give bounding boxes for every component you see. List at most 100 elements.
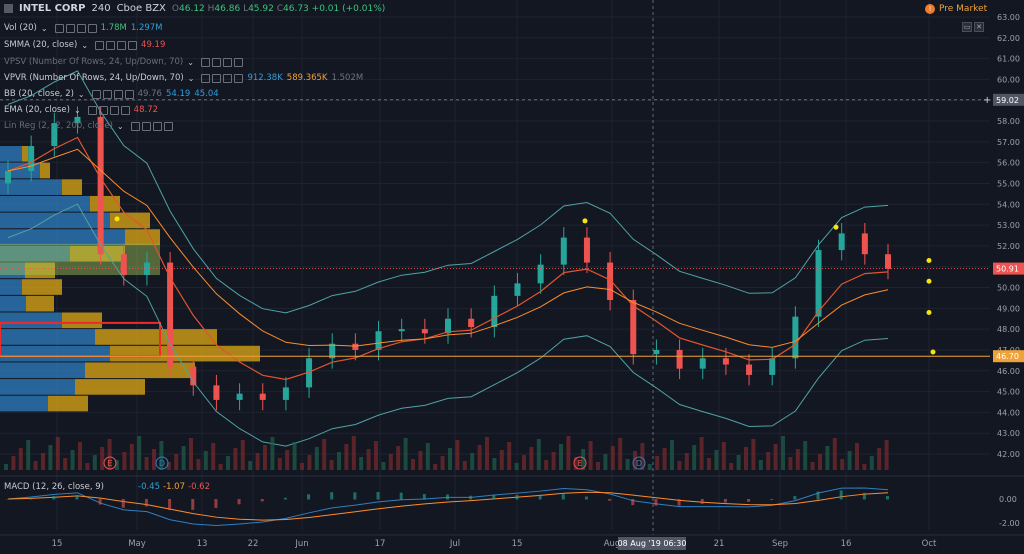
event-marker-circle [155,456,169,470]
chevron-down-icon[interactable]: ⌄ [77,89,85,99]
volume-bar [714,450,719,470]
volume-bar [647,464,652,470]
candle-body [120,254,127,276]
chevron-down-icon[interactable]: ⌄ [116,121,124,131]
eye-icon[interactable] [95,40,105,50]
macd-histogram-bar [723,499,727,503]
macd-histogram-bar [561,494,565,500]
interval[interactable]: 240 [91,3,111,14]
settings-icon[interactable] [65,23,75,33]
close-icon[interactable] [76,23,86,33]
indicator-legend-vpsv[interactable]: VPSV (Number Of Rows, 24, Up/Down, 70) ⌄ [4,57,243,67]
crosshair-plus-icon: + [983,95,991,106]
exchange: Cboe BZX [116,3,166,14]
indicator-legend-smma[interactable]: SMMA (20, close) ⌄ 49.19 [4,40,165,50]
more-icon[interactable] [120,105,130,115]
pre-market-badge[interactable]: ! Pre Market [925,4,987,14]
macd-histogram-bar [677,499,681,506]
close-icon[interactable] [117,40,127,50]
close-icon[interactable] [152,121,162,131]
bollinger-upper-line [7,70,889,314]
eye-icon[interactable] [54,23,64,33]
settings-icon[interactable] [211,57,221,67]
close-icon[interactable] [113,89,123,99]
indicator-legend-linreg[interactable]: Lin Reg (2, -2, 200, close) ⌄ [4,121,173,131]
last-price-badge: 50.91 [996,265,1019,274]
volume-bar [566,436,571,470]
candle-body [329,343,336,359]
indicator-legend-vol[interactable]: Vol (20) ⌄ 1.78M 1.297M [4,23,163,33]
volume-bar [499,450,504,470]
alert-icon: ! [925,4,935,14]
candle-body [28,146,35,171]
event-marker-circle [573,456,587,470]
settings-icon[interactable] [98,105,108,115]
chevron-down-icon[interactable]: ⌄ [73,105,81,115]
eye-icon[interactable] [201,73,211,83]
macd-histogram-bar [214,499,218,508]
candle-body [143,262,150,276]
macd-histogram-bar [422,494,426,500]
candle-body [861,233,868,255]
chevron-down-icon[interactable]: ⌄ [187,57,194,67]
candle-body [468,318,475,328]
volume-bar [773,444,778,470]
eye-icon[interactable] [200,57,210,67]
close-icon[interactable] [109,105,119,115]
candle-body [630,300,637,355]
volume-bar [115,460,119,470]
eye-icon[interactable] [91,89,101,99]
indicator-legend-vpvr[interactable]: VPVR (Number Of Rows, 24, Up/Down, 70) ⌄ 9… [4,73,363,83]
candle-body [699,358,706,369]
volume-bar [492,458,497,470]
volume-bar [189,438,193,470]
volume-bar [440,456,445,470]
volume-bar [33,461,38,470]
settings-icon[interactable] [212,73,222,83]
macd-histogram-bar [631,499,635,506]
volume-bar [869,456,874,470]
close-icon[interactable] [223,73,233,83]
settings-icon[interactable] [141,121,151,131]
macd-histogram-bar [283,497,287,500]
chevron-down-icon[interactable]: ⌄ [81,40,89,50]
more-icon[interactable] [124,89,134,99]
candle-body [676,349,683,369]
volume-bar [388,454,393,470]
more-icon[interactable] [87,23,97,33]
volume-bar [300,463,304,470]
candle-body [746,364,753,375]
macd-histogram-bar [52,496,56,500]
maximize-icon[interactable]: ▭ [962,22,972,32]
volume-bar [277,458,282,470]
more-icon[interactable] [234,73,244,83]
volume-bar [603,454,608,470]
ohlc-readout: O46.12 H46.86 L45.92 C46.73 +0.01 (+0.01… [171,3,386,14]
chevron-down-icon[interactable]: ⌄ [40,23,48,33]
volume-profile-up-bar [0,362,85,379]
macd-histogram-bar [260,499,264,502]
more-icon[interactable] [128,40,138,50]
settings-icon[interactable] [102,89,112,99]
price-tick-label: 42.00 [997,450,1020,459]
close-icon[interactable]: ✕ [974,22,984,32]
close-icon[interactable] [222,57,232,67]
macd-histogram-bar [307,494,311,500]
chevron-down-icon[interactable]: ⌄ [187,73,195,83]
indicator-controls [91,89,134,99]
indicator-legend-bb[interactable]: BB (20, close, 2) ⌄ 49.76 54.19 45.04 [4,89,219,99]
symbol-name[interactable]: INTEL CORP [19,3,86,14]
more-icon[interactable] [163,121,173,131]
settings-icon[interactable] [106,40,116,50]
indicator-legend-ema[interactable]: EMA (20, close) ⌄ 48.72 [4,105,158,115]
volume-bar [485,437,489,470]
volume-profile-down-bar [95,329,217,345]
volume-bar [433,464,438,470]
eye-icon[interactable] [130,121,140,131]
more-icon[interactable] [233,57,243,67]
window-controls: ▭ ✕ [962,22,984,32]
eye-icon[interactable] [87,105,97,115]
volume-profile-up-bar [0,279,22,295]
